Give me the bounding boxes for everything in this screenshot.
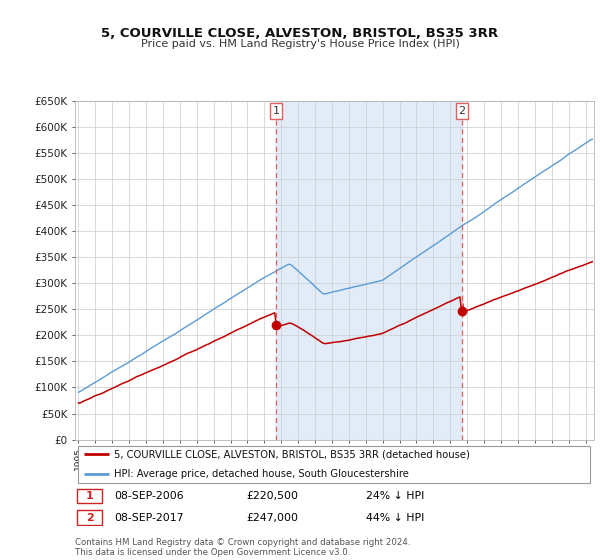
Text: HPI: Average price, detached house, South Gloucestershire: HPI: Average price, detached house, Sout… (114, 469, 409, 479)
Text: Contains HM Land Registry data © Crown copyright and database right 2024.
This d: Contains HM Land Registry data © Crown c… (75, 538, 410, 557)
FancyBboxPatch shape (77, 489, 102, 503)
Text: 24% ↓ HPI: 24% ↓ HPI (365, 491, 424, 501)
Text: 44% ↓ HPI: 44% ↓ HPI (365, 512, 424, 522)
Text: £220,500: £220,500 (246, 491, 298, 501)
Text: 2: 2 (458, 106, 466, 116)
Text: 1: 1 (272, 106, 280, 116)
Text: 1: 1 (86, 491, 94, 501)
Text: 08-SEP-2006: 08-SEP-2006 (114, 491, 184, 501)
Text: 2: 2 (86, 512, 94, 522)
Bar (276, 101, 462, 440)
FancyBboxPatch shape (77, 446, 590, 483)
Text: 5, COURVILLE CLOSE, ALVESTON, BRISTOL, BS35 3RR (detached house): 5, COURVILLE CLOSE, ALVESTON, BRISTOL, B… (114, 449, 470, 459)
Text: 5, COURVILLE CLOSE, ALVESTON, BRISTOL, BS35 3RR: 5, COURVILLE CLOSE, ALVESTON, BRISTOL, B… (101, 27, 499, 40)
FancyBboxPatch shape (77, 510, 102, 525)
Text: 08-SEP-2017: 08-SEP-2017 (114, 512, 184, 522)
Text: Price paid vs. HM Land Registry's House Price Index (HPI): Price paid vs. HM Land Registry's House … (140, 39, 460, 49)
Text: £247,000: £247,000 (246, 512, 298, 522)
